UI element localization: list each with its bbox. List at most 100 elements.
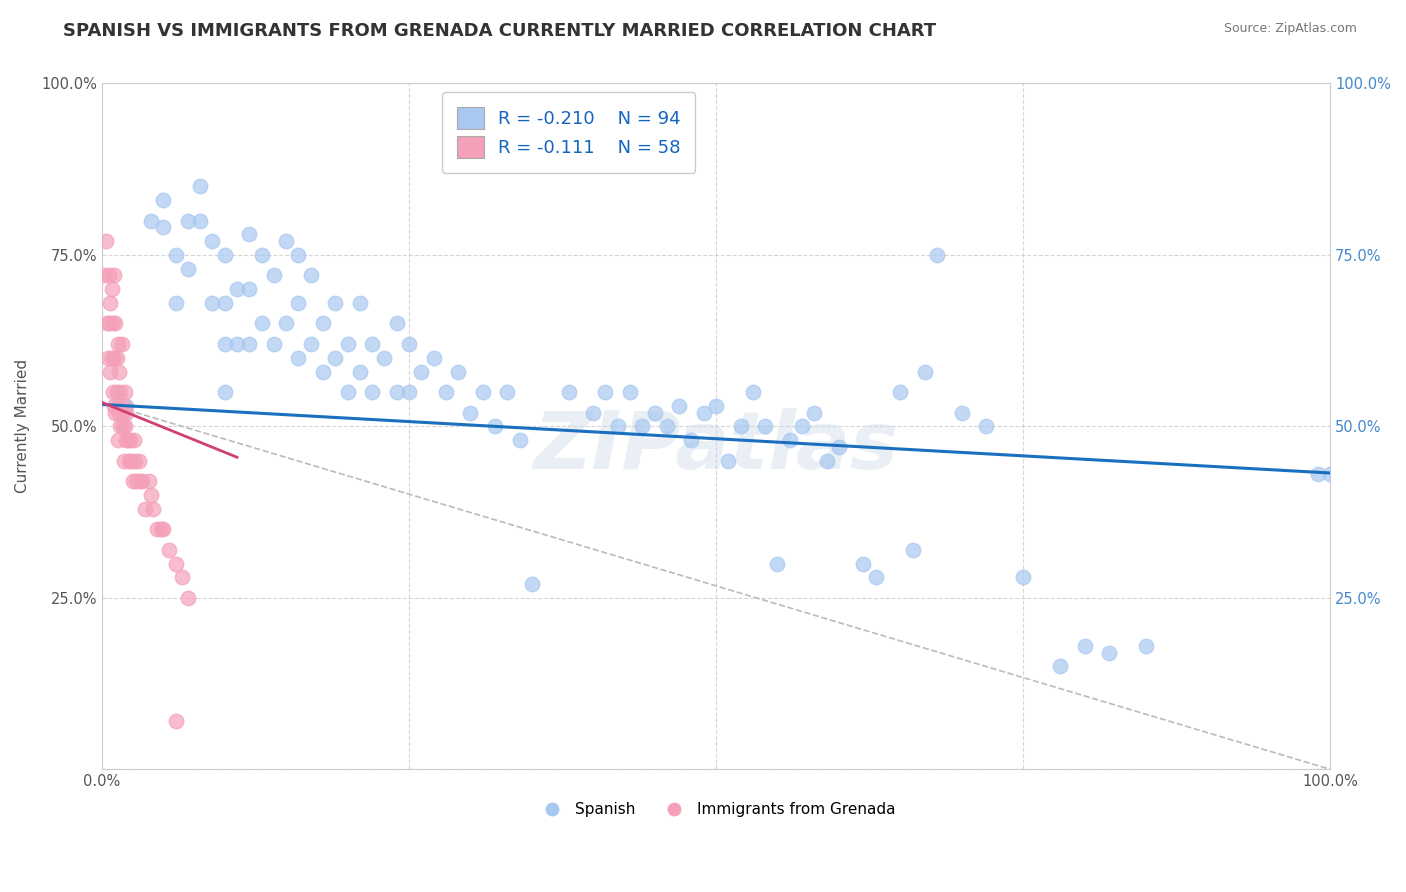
Point bbox=[606, 419, 628, 434]
Point bbox=[693, 406, 716, 420]
Point bbox=[110, 419, 132, 434]
Point bbox=[323, 351, 346, 365]
Point bbox=[422, 351, 444, 365]
Point bbox=[103, 268, 125, 283]
Point bbox=[98, 317, 121, 331]
Point bbox=[274, 234, 297, 248]
Point bbox=[188, 179, 211, 194]
Point bbox=[704, 399, 727, 413]
Point bbox=[165, 296, 187, 310]
Point bbox=[595, 385, 617, 400]
Point bbox=[1049, 659, 1071, 673]
Point bbox=[112, 399, 135, 413]
Point bbox=[274, 317, 297, 331]
Point bbox=[100, 296, 122, 310]
Point bbox=[299, 337, 322, 351]
Point bbox=[287, 248, 309, 262]
Point bbox=[105, 351, 128, 365]
Point bbox=[152, 193, 174, 207]
Point bbox=[142, 501, 165, 516]
Point bbox=[157, 542, 180, 557]
Point bbox=[398, 385, 420, 400]
Point bbox=[950, 406, 973, 420]
Text: ZIPatlas: ZIPatlas bbox=[533, 408, 898, 486]
Point bbox=[146, 522, 169, 536]
Point bbox=[655, 419, 678, 434]
Point bbox=[110, 337, 132, 351]
Point bbox=[93, 268, 115, 283]
Point bbox=[152, 522, 174, 536]
Point bbox=[107, 433, 129, 447]
Point bbox=[779, 433, 801, 447]
Point bbox=[188, 213, 211, 227]
Legend: Spanish, Immigrants from Grenada: Spanish, Immigrants from Grenada bbox=[531, 797, 901, 823]
Point bbox=[668, 399, 690, 413]
Point bbox=[619, 385, 641, 400]
Point bbox=[105, 385, 128, 400]
Point bbox=[1073, 639, 1095, 653]
Point bbox=[111, 419, 134, 434]
Point bbox=[1098, 646, 1121, 660]
Point bbox=[312, 317, 335, 331]
Point bbox=[238, 282, 260, 296]
Point bbox=[115, 399, 138, 413]
Point bbox=[118, 453, 141, 467]
Point bbox=[114, 419, 136, 434]
Point bbox=[110, 406, 132, 420]
Point bbox=[177, 261, 200, 276]
Text: SPANISH VS IMMIGRANTS FROM GRENADA CURRENTLY MARRIED CORRELATION CHART: SPANISH VS IMMIGRANTS FROM GRENADA CURRE… bbox=[63, 22, 936, 40]
Point bbox=[361, 385, 384, 400]
Point bbox=[766, 557, 789, 571]
Point bbox=[110, 385, 132, 400]
Point bbox=[226, 337, 249, 351]
Point bbox=[323, 296, 346, 310]
Point bbox=[411, 364, 433, 378]
Point bbox=[177, 213, 200, 227]
Point bbox=[460, 406, 482, 420]
Point bbox=[117, 433, 139, 447]
Point bbox=[214, 337, 236, 351]
Point bbox=[1012, 570, 1035, 584]
Point bbox=[1319, 467, 1341, 482]
Point bbox=[828, 440, 851, 454]
Point bbox=[112, 453, 135, 467]
Point bbox=[263, 268, 285, 283]
Point bbox=[496, 385, 519, 400]
Point bbox=[508, 433, 530, 447]
Point bbox=[100, 351, 122, 365]
Point bbox=[901, 542, 924, 557]
Point bbox=[312, 364, 335, 378]
Point bbox=[139, 488, 162, 502]
Point bbox=[914, 364, 936, 378]
Point bbox=[287, 351, 309, 365]
Point bbox=[214, 385, 236, 400]
Point bbox=[865, 570, 887, 584]
Point bbox=[730, 419, 752, 434]
Point bbox=[852, 557, 875, 571]
Point bbox=[108, 364, 131, 378]
Point bbox=[717, 453, 740, 467]
Point bbox=[104, 317, 127, 331]
Point bbox=[134, 501, 156, 516]
Point bbox=[103, 351, 125, 365]
Point bbox=[361, 337, 384, 351]
Point bbox=[124, 453, 146, 467]
Point bbox=[98, 268, 121, 283]
Point bbox=[582, 406, 605, 420]
Point bbox=[741, 385, 763, 400]
Point bbox=[681, 433, 703, 447]
Point bbox=[100, 364, 122, 378]
Point bbox=[557, 385, 579, 400]
Point bbox=[336, 337, 359, 351]
Point bbox=[114, 385, 136, 400]
Point bbox=[287, 296, 309, 310]
Point bbox=[165, 248, 187, 262]
Point bbox=[121, 475, 143, 489]
Y-axis label: Currently Married: Currently Married bbox=[15, 359, 30, 493]
Point bbox=[299, 268, 322, 283]
Point bbox=[349, 296, 371, 310]
Point bbox=[165, 557, 187, 571]
Point bbox=[170, 570, 193, 584]
Point bbox=[250, 317, 273, 331]
Point bbox=[889, 385, 911, 400]
